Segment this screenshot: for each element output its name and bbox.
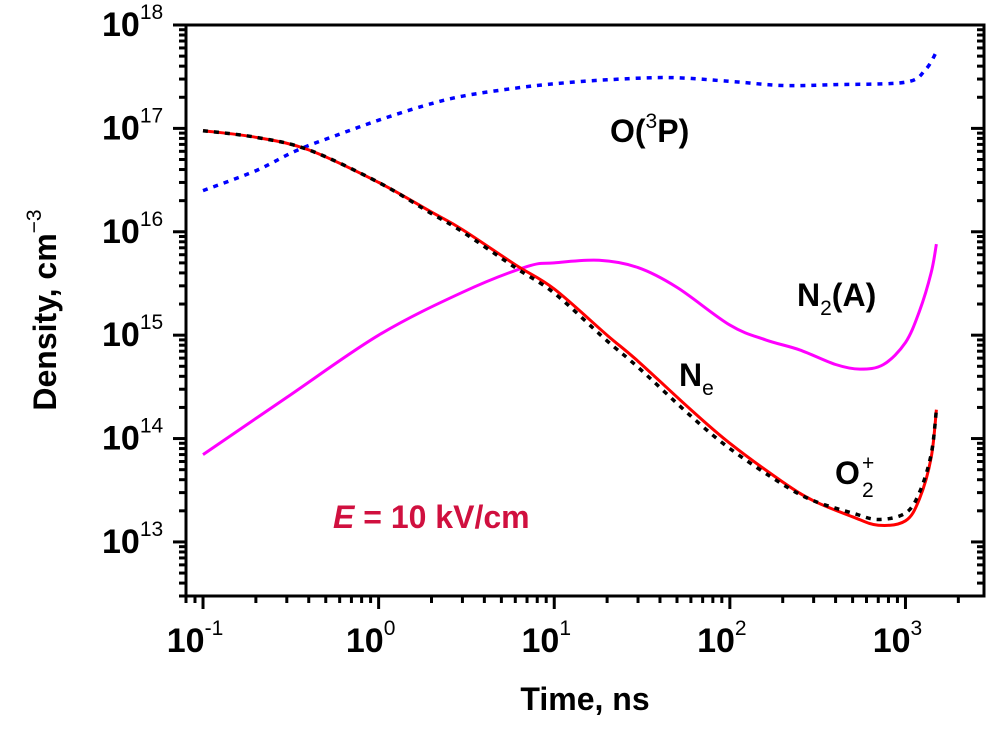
- y-axis-ticks: [173, 23, 984, 598]
- y-axis-title: Density, cm: [27, 233, 63, 410]
- x-axis-ticks: [184, 596, 960, 609]
- series-line-o2: [202, 128, 939, 522]
- series-line-ne: [202, 129, 938, 527]
- x-tick-label: 10-1: [167, 617, 224, 660]
- x-axis-tick-labels: 10-1 100 101 102 103: [167, 617, 922, 660]
- series-line-n2-a: [202, 243, 938, 456]
- y-axis-tick-labels: 1013 1014 1015 1016 1017 1018: [102, 1, 164, 561]
- annotation-o3p: O(3P): [610, 110, 689, 149]
- x-tick-label: 102: [697, 617, 747, 660]
- plot-frame: [184, 23, 986, 598]
- y-axis-title-group: Density, cm−3: [23, 209, 63, 410]
- y-tick-label: 1013: [102, 518, 163, 561]
- y-tick-label: 1014: [102, 415, 164, 458]
- x-axis-title: Time, ns: [520, 681, 649, 717]
- annotation-o2plus: O + 2: [835, 452, 874, 502]
- y-tick-label: 1017: [102, 104, 163, 147]
- field-strength-label: E = 10 kV/cm: [333, 499, 530, 535]
- svg-text:2: 2: [862, 479, 874, 502]
- svg-text:+: +: [862, 452, 874, 475]
- x-tick-label: 103: [873, 617, 923, 660]
- annotation-ne: Ne: [679, 357, 714, 400]
- svg-text:Density, cm−3: Density, cm−3: [23, 209, 63, 410]
- y-axis-title-exponent: −3: [23, 209, 46, 233]
- y-tick-label: 1015: [102, 311, 163, 354]
- y-tick-label: 1018: [102, 1, 163, 44]
- series-line-o-3p: [202, 50, 938, 193]
- x-tick-label: 101: [521, 617, 571, 660]
- y-tick-label: 1016: [102, 208, 163, 251]
- annotation-n2a: N2(A): [797, 277, 876, 320]
- svg-text:O: O: [835, 455, 860, 491]
- x-tick-label: 100: [346, 617, 396, 660]
- series-layer: [202, 50, 939, 527]
